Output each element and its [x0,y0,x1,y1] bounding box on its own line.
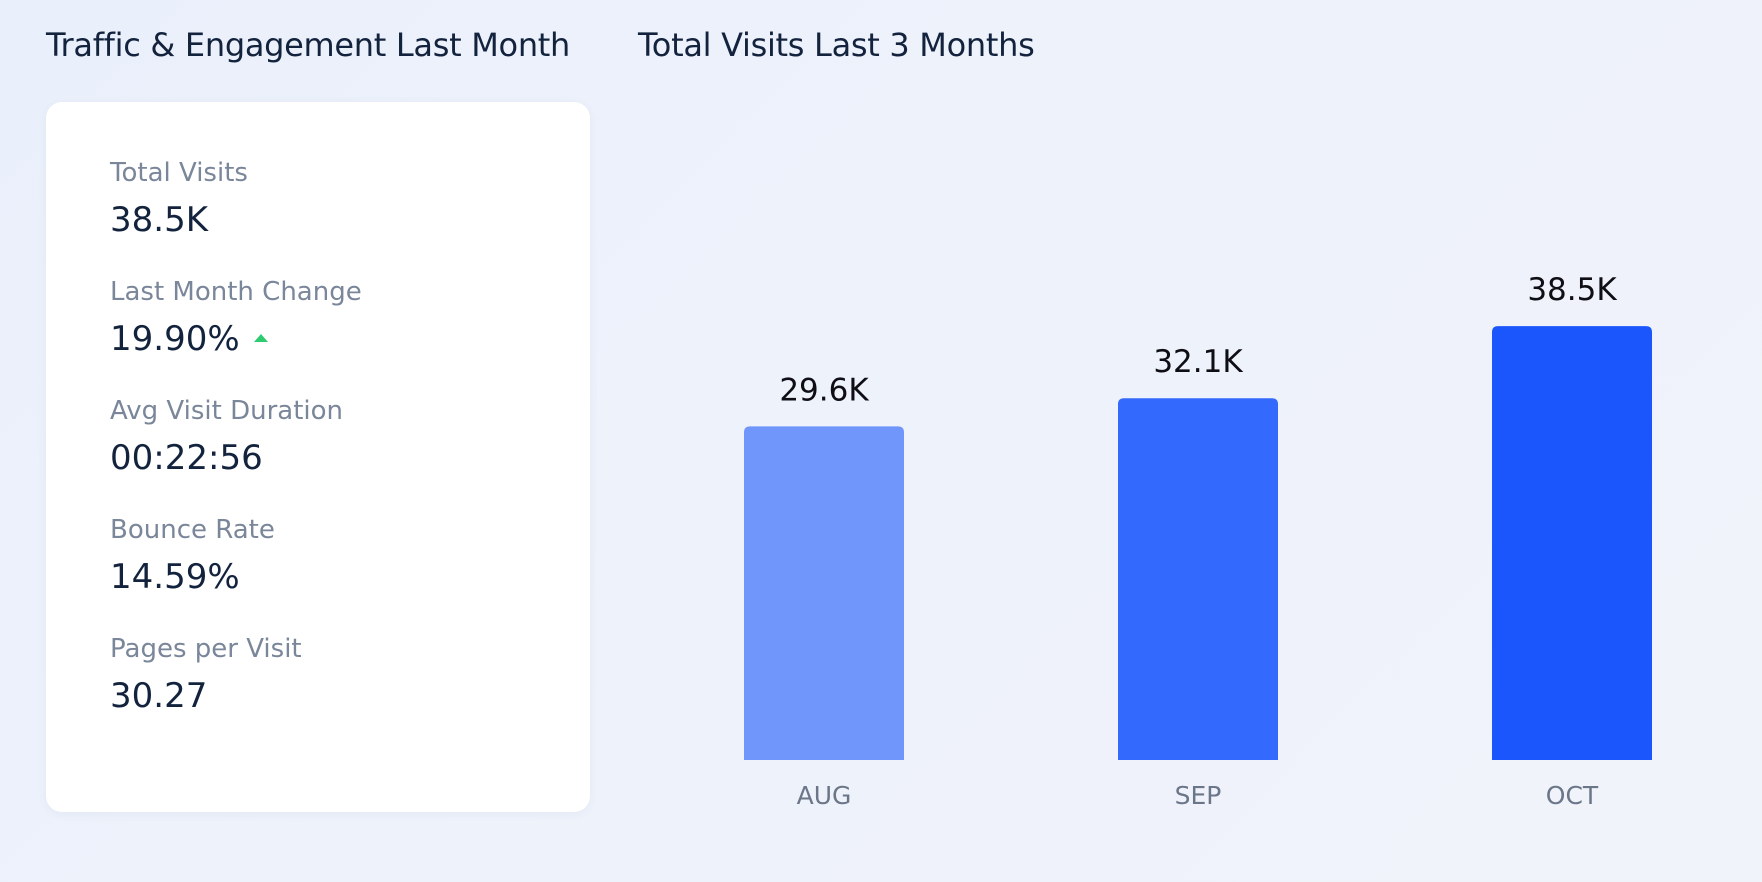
metric-value-text: 30.27 [110,676,208,716]
bar-value-label: 38.5K [1527,272,1617,308]
bar-value-label: 32.1K [1153,344,1243,380]
metric-total-visits: Total Visits 38.5K [110,158,248,240]
metric-label: Avg Visit Duration [110,396,344,426]
category-tick-label: OCT [1546,781,1599,810]
metric-value: 30.27 [110,676,302,716]
category-tick-label: SEP [1175,781,1222,810]
metric-label: Total Visits [110,158,248,188]
metric-value-text: 14.59% [110,557,240,597]
engagement-title: Traffic & Engagement Last Month [46,26,571,64]
bar-oct [1492,326,1652,760]
metric-value: 19.90% [110,319,362,359]
bar-sep [1118,398,1278,760]
metric-pages-per-visit: Pages per Visit 30.27 [110,634,302,716]
bar-aug [744,426,904,760]
trend-up-icon [253,334,268,342]
metric-value: 14.59% [110,557,275,597]
engagement-card: Total Visits 38.5K Last Month Change 19.… [46,102,590,812]
visits-chart-title: Total Visits Last 3 Months [638,26,1035,64]
metric-bounce-rate: Bounce Rate 14.59% [110,515,275,597]
metric-value-text: 38.5K [110,200,208,240]
metric-label: Bounce Rate [110,515,275,545]
metric-value: 38.5K [110,200,248,240]
metric-value-text: 19.90% [110,319,240,359]
metric-last-month-change: Last Month Change 19.90% [110,277,362,359]
metric-value-text: 00:22:56 [110,438,263,478]
visits-bar-chart: 29.6K AUG 32.1K SEP 38.5K OCT [744,272,1652,810]
metric-label: Last Month Change [110,277,362,307]
bar-value-label: 29.6K [779,372,869,408]
metric-avg-visit-duration: Avg Visit Duration 00:22:56 [110,396,343,478]
category-tick-label: AUG [797,781,852,810]
metric-label: Pages per Visit [110,634,302,664]
metric-value: 00:22:56 [110,438,343,478]
